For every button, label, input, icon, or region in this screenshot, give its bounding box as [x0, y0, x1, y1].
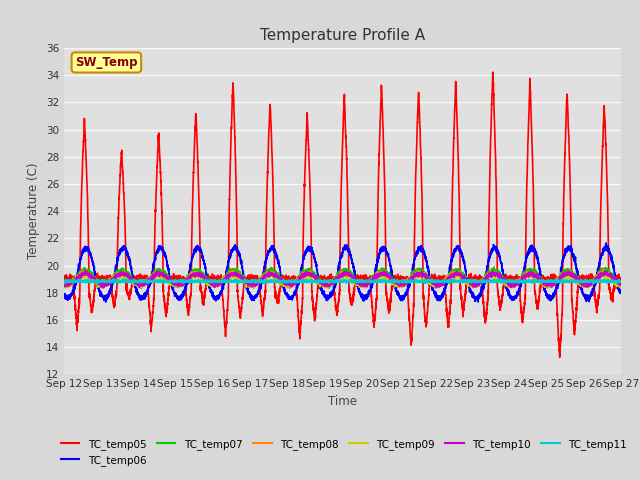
TC_temp11: [617, 279, 625, 285]
TC_temp10: [468, 282, 476, 288]
TC_temp09: [436, 282, 444, 288]
TC_temp11: [499, 279, 507, 285]
TC_temp09: [525, 269, 532, 275]
TC_temp08: [436, 282, 444, 288]
TC_temp07: [617, 280, 625, 286]
Line: TC_temp05: TC_temp05: [64, 72, 621, 358]
Line: TC_temp08: TC_temp08: [64, 270, 621, 288]
TC_temp10: [322, 282, 330, 288]
TC_temp11: [60, 278, 68, 284]
TC_temp11: [94, 281, 102, 287]
TC_temp09: [160, 274, 168, 280]
TC_temp09: [499, 278, 507, 284]
X-axis label: Time: Time: [328, 395, 357, 408]
TC_temp06: [499, 267, 507, 273]
TC_temp08: [617, 283, 625, 288]
TC_temp07: [499, 275, 507, 280]
TC_temp06: [60, 293, 68, 299]
Line: TC_temp11: TC_temp11: [64, 279, 621, 284]
TC_temp07: [322, 282, 330, 288]
TC_temp07: [616, 283, 624, 288]
TC_temp11: [348, 276, 356, 282]
TC_temp05: [616, 279, 624, 285]
TC_temp05: [499, 292, 507, 298]
TC_temp09: [467, 280, 475, 286]
Line: TC_temp07: TC_temp07: [64, 267, 621, 288]
TC_temp10: [499, 278, 507, 284]
TC_temp05: [322, 275, 330, 280]
TC_temp06: [616, 288, 624, 294]
TC_temp06: [436, 293, 444, 299]
TC_temp06: [161, 251, 168, 257]
TC_temp09: [468, 285, 476, 291]
Legend: TC_temp05, TC_temp06, TC_temp07, TC_temp08, TC_temp09, TC_temp10, TC_temp11: TC_temp05, TC_temp06, TC_temp07, TC_temp…: [56, 434, 631, 470]
TC_temp10: [436, 282, 444, 288]
TC_temp08: [599, 267, 607, 273]
TC_temp06: [102, 299, 109, 305]
TC_temp08: [160, 274, 168, 279]
TC_temp07: [436, 282, 444, 288]
TC_temp10: [432, 285, 440, 291]
TC_temp06: [322, 292, 330, 298]
TC_temp07: [161, 270, 168, 276]
TC_temp05: [160, 298, 168, 304]
TC_temp09: [616, 282, 624, 288]
TC_temp09: [617, 285, 625, 290]
TC_temp07: [467, 283, 475, 288]
TC_temp06: [467, 288, 475, 294]
TC_temp11: [322, 278, 330, 284]
TC_temp11: [161, 277, 168, 283]
TC_temp05: [467, 277, 475, 283]
Text: SW_Temp: SW_Temp: [75, 56, 138, 69]
TC_temp10: [617, 281, 625, 287]
TC_temp08: [467, 281, 475, 287]
Line: TC_temp06: TC_temp06: [64, 243, 621, 302]
TC_temp05: [489, 69, 497, 75]
TC_temp09: [60, 283, 68, 289]
TC_temp11: [436, 279, 444, 285]
TC_temp05: [60, 278, 68, 284]
TC_temp05: [617, 277, 625, 283]
TC_temp05: [556, 355, 564, 360]
TC_temp08: [616, 282, 624, 288]
Line: TC_temp10: TC_temp10: [64, 270, 621, 288]
TC_temp09: [322, 283, 330, 289]
Line: TC_temp09: TC_temp09: [64, 272, 621, 288]
TC_temp07: [60, 282, 68, 288]
TC_temp10: [161, 273, 168, 279]
TC_temp07: [490, 264, 498, 270]
TC_temp08: [499, 279, 507, 285]
TC_temp06: [617, 290, 625, 296]
TC_temp11: [616, 278, 624, 284]
TC_temp07: [138, 285, 145, 291]
Y-axis label: Temperature (C): Temperature (C): [28, 163, 40, 260]
TC_temp05: [436, 276, 444, 281]
Title: Temperature Profile A: Temperature Profile A: [260, 28, 425, 43]
TC_temp10: [616, 282, 624, 288]
TC_temp08: [250, 285, 258, 291]
TC_temp11: [468, 278, 476, 284]
TC_temp10: [60, 281, 68, 287]
TC_temp08: [322, 280, 330, 286]
TC_temp08: [60, 279, 68, 285]
TC_temp10: [82, 267, 90, 273]
TC_temp06: [602, 240, 610, 246]
